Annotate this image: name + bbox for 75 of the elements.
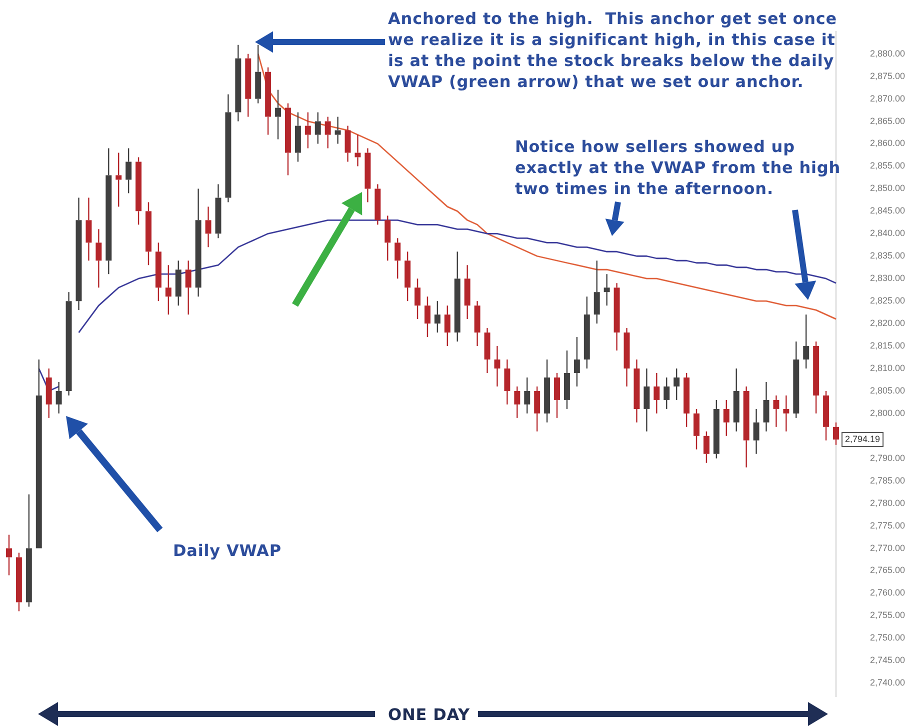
- y-tick-label: 2,830.00: [870, 273, 906, 284]
- candlestick: [753, 408, 760, 454]
- candlestick: [604, 274, 610, 306]
- y-tick-label: 2,760.00: [870, 588, 906, 598]
- candlestick: [464, 264, 470, 320]
- candlestick: [6, 534, 12, 576]
- candlestick: [654, 372, 660, 414]
- candlestick: [773, 394, 780, 428]
- y-tick-label: 2,805.00: [870, 385, 906, 396]
- candlestick: [614, 282, 620, 352]
- y-tick-label: 2,745.00: [870, 655, 906, 666]
- y-tick-label: 2,870.00: [870, 93, 906, 104]
- candlestick: [514, 386, 520, 419]
- y-tick-label: 2,755.00: [870, 610, 906, 620]
- candlestick: [344, 125, 351, 162]
- y-tick-label: 2,800.00: [870, 408, 906, 418]
- annotation: Daily VWAP: [173, 540, 282, 561]
- candlestick: [165, 264, 172, 316]
- candlestick: [743, 386, 750, 468]
- candlestick: [66, 291, 72, 396]
- candlestick: [494, 345, 500, 388]
- candlestick: [334, 116, 341, 144]
- candlestick: [304, 112, 311, 149]
- y-tick-label: 2,880.00: [870, 48, 906, 58]
- candlestick: [275, 89, 282, 140]
- candlestick: [225, 94, 232, 203]
- candlestick: [235, 44, 242, 122]
- candlestick: [644, 368, 650, 432]
- y-tick-label: 2,750.00: [870, 632, 906, 643]
- y-tick-label: 2,775.00: [870, 520, 906, 530]
- candlestick: [106, 148, 112, 275]
- annotation: Notice how sellers showed up exactly at the VWAP from the high two times in the afternoon.: [515, 136, 842, 199]
- candlestick: [185, 260, 192, 316]
- candlestick: [56, 381, 62, 414]
- y-tick-label: 2,860.00: [870, 138, 906, 148]
- y-tick-label: 2,770.00: [870, 542, 906, 553]
- candlestick: [374, 184, 381, 226]
- candlestick: [364, 148, 371, 203]
- y-tick-label: 2,765.00: [870, 565, 906, 576]
- text: ONE DAY: [388, 704, 470, 725]
- candlestick: [215, 184, 222, 239]
- candlestick: [96, 228, 102, 288]
- candlestick: [126, 148, 132, 194]
- y-tick-label: 2,865.00: [870, 116, 906, 126]
- y-tick-label: 2,780.00: [870, 498, 906, 508]
- y-tick-label: 2,875.00: [870, 70, 906, 81]
- y-tick-label: 2,785.00: [870, 475, 906, 486]
- candlestick: [195, 188, 202, 298]
- candlestick: [76, 197, 82, 311]
- annotation: 2,794.19: [845, 434, 880, 444]
- y-tick-label: 2,740.00: [870, 678, 906, 688]
- candlestick: [634, 358, 640, 424]
- candlestick: [484, 327, 490, 374]
- candlestick: [205, 206, 212, 248]
- candlestick: [574, 336, 580, 388]
- candlestick: [324, 116, 331, 149]
- candlestick: [624, 327, 630, 388]
- candlestick: [116, 152, 122, 208]
- y-tick-label: 2,825.00: [870, 296, 906, 306]
- y-tick-label: 2,845.00: [870, 206, 906, 216]
- y-tick-label: 2,810.00: [870, 362, 906, 373]
- y-tick-label: 2,855.00: [870, 160, 906, 171]
- candlestick: [504, 358, 510, 406]
- y-tick-label: 2,820.00: [870, 318, 906, 328]
- candlestick: [86, 197, 92, 262]
- y-tick-label: 2,790.00: [870, 452, 906, 463]
- annotation: Anchored to the high. This anchor get set once we realize it is a significant high, in this case it is at the point the stock breaks below the daily VWAP (green arrow) that we set our anchor.: [388, 8, 838, 92]
- candlestick: [783, 394, 790, 432]
- y-tick-label: 2,815.00: [870, 340, 906, 351]
- candlestick: [474, 300, 480, 347]
- candlestick: [354, 134, 361, 167]
- y-tick-label: 2,840.00: [870, 228, 906, 238]
- y-tick-label: 2,850.00: [870, 183, 906, 194]
- candlestick: [763, 381, 770, 432]
- y-tick-label: 2,835.00: [870, 250, 906, 261]
